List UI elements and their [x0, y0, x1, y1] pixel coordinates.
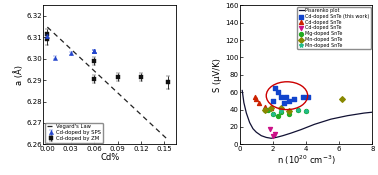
Pisarenko plot [240, 89, 245, 92]
Cd-doped SnTe (this work) [271, 86, 277, 89]
X-axis label: n (10$^{20}$ cm$^{-3}$): n (10$^{20}$ cm$^{-3}$) [277, 153, 335, 167]
Pisarenko plot [269, 137, 274, 139]
Pisarenko plot [370, 111, 375, 113]
Y-axis label: a (Å): a (Å) [14, 65, 23, 85]
Pisarenko plot [362, 112, 366, 114]
Mg-doped SnTe [265, 108, 271, 111]
Pisarenko plot [248, 122, 252, 124]
Mg-doped SnTe [278, 111, 284, 114]
Cd-doped SnTe (this work) [278, 95, 284, 98]
Mn-doped SnTe [287, 110, 293, 113]
Cd-doped SnTe (this work) [291, 98, 297, 101]
Mg-doped SnTe [303, 110, 309, 113]
Cd-doped SnTe [271, 132, 277, 135]
Y-axis label: S (μV/K): S (μV/K) [213, 58, 222, 92]
Mn-doped SnTe [270, 113, 276, 115]
Mg-doped SnTe [275, 114, 281, 117]
Pisarenko plot [274, 136, 279, 138]
Cd-doped SnTe [256, 101, 262, 104]
Mn-doped SnTe [295, 108, 301, 111]
Cd-doped SnTe [270, 134, 276, 137]
Mn-doped SnTe [339, 98, 345, 101]
Mg-doped SnTe [262, 108, 268, 111]
Pisarenko plot [328, 118, 333, 120]
Mn-doped SnTe [278, 106, 284, 109]
Pisarenko plot [244, 112, 249, 114]
Legend: Pisarenko plot, Cd-doped SnTe (this work), Cd-doped SnTe, Cd-doped SnTe, Mg-dope: Pisarenko plot, Cd-doped SnTe (this work… [297, 7, 371, 49]
Pisarenko plot [264, 136, 268, 138]
Pisarenko plot [259, 135, 263, 137]
Legend: Vegard's Law, Cd-doped by SPS, Cd-doped by ZM: Vegard's Law, Cd-doped by SPS, Cd-doped … [45, 122, 103, 143]
X-axis label: Cd%: Cd% [100, 153, 119, 162]
Pisarenko plot [254, 131, 259, 133]
Cd-doped SnTe (this work) [283, 95, 289, 98]
Cd-doped SnTe (this work) [300, 95, 306, 98]
Pisarenko plot [289, 132, 293, 134]
Cd-doped SnTe [266, 127, 273, 130]
Pisarenko plot [242, 102, 246, 104]
Cd-doped SnTe (this work) [287, 100, 293, 102]
Cd-doped SnTe (this work) [275, 91, 281, 94]
Cd-doped SnTe [268, 106, 274, 109]
Pisarenko plot [312, 123, 317, 125]
Line: Pisarenko plot: Pisarenko plot [242, 90, 372, 138]
Cd-doped SnTe (this work) [270, 100, 276, 102]
Pisarenko plot [345, 115, 350, 117]
Mn-doped SnTe [268, 106, 274, 109]
Cd-doped SnTe [253, 98, 259, 101]
Mn-doped SnTe [278, 110, 284, 113]
Cd-doped SnTe (this work) [305, 95, 311, 98]
Cd-doped SnTe [262, 106, 268, 108]
Mg-doped SnTe [295, 108, 301, 111]
Mg-doped SnTe [270, 113, 276, 115]
Cd-doped SnTe [252, 95, 258, 98]
Mg-doped SnTe [287, 113, 293, 115]
Mn-doped SnTe [303, 110, 309, 113]
Pisarenko plot [251, 128, 255, 130]
Cd-doped SnTe (this work) [282, 101, 288, 104]
Mn-doped SnTe [262, 108, 268, 111]
Pisarenko plot [280, 135, 285, 137]
Pisarenko plot [299, 129, 303, 131]
